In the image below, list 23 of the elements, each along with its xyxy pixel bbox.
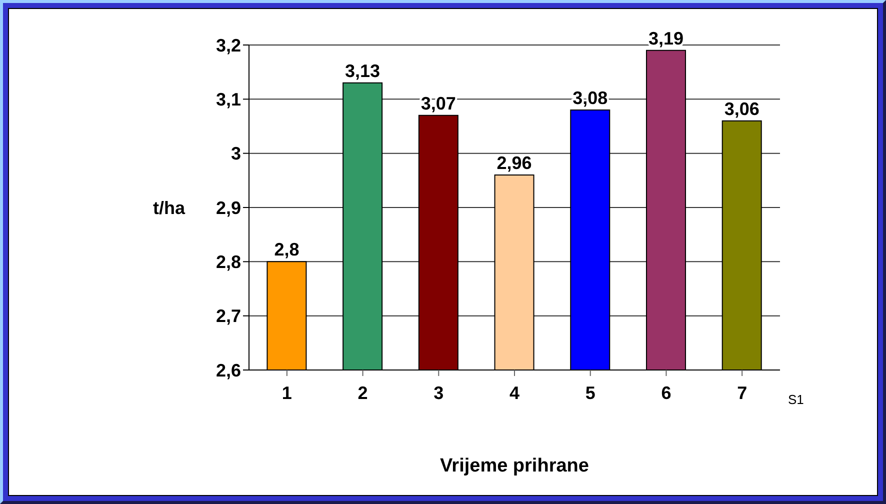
- data-label: 3,13: [345, 60, 380, 81]
- y-tick-label: 3: [230, 144, 241, 164]
- x-tick-label: 4: [509, 382, 520, 403]
- x-tick-label: 6: [661, 382, 672, 403]
- y-tick-label: 3,2: [216, 35, 241, 56]
- y-axis-title: t/ha: [152, 198, 186, 218]
- x-tick-label: 1: [282, 382, 292, 403]
- x-tick-label: 2: [358, 382, 368, 403]
- text: S1: [788, 392, 804, 407]
- data-label: 3,19: [648, 28, 684, 48]
- x-tick-label: 5: [585, 382, 596, 403]
- data-label: 3,07: [420, 93, 456, 114]
- y-tick-label: 2,8: [216, 252, 241, 272]
- x-tick-label: 7: [737, 382, 748, 403]
- data-label: 2,96: [496, 153, 532, 173]
- x-tick-label: 3: [434, 382, 444, 403]
- y-tick-label: 2,7: [216, 306, 241, 326]
- data-label: 3,06: [724, 98, 760, 119]
- y-tick-label: 2,6: [216, 360, 241, 380]
- x-axis-title: Vrijeme prihrane: [440, 455, 589, 476]
- data-label: 2,8: [274, 240, 300, 260]
- y-tick-label: 2,9: [216, 198, 241, 218]
- y-tick-label: 3,1: [216, 90, 241, 110]
